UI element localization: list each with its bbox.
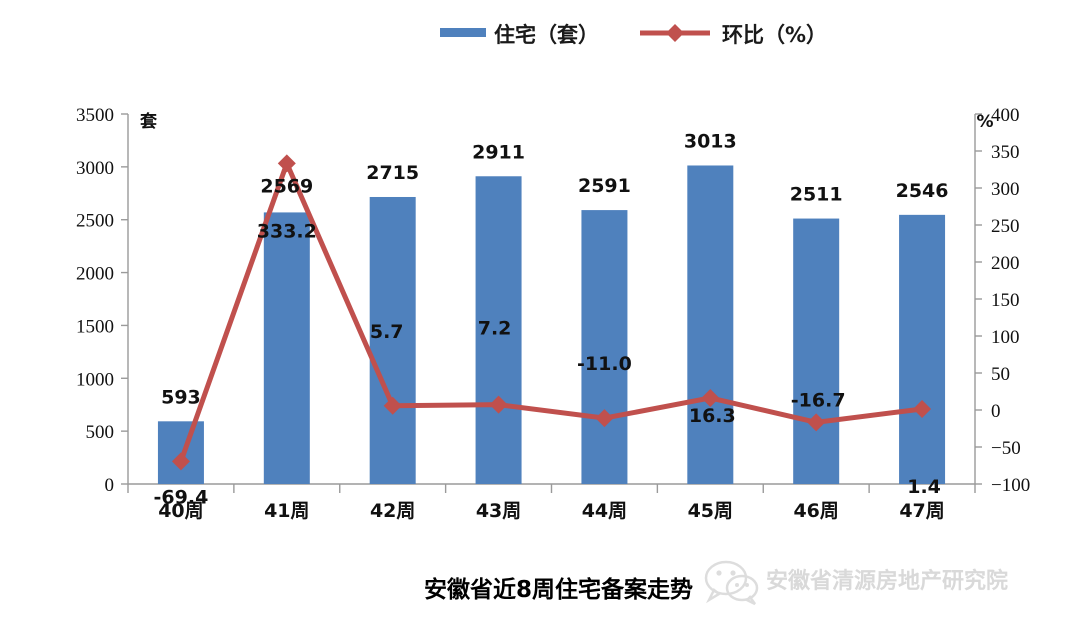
marker-42周 (383, 396, 402, 415)
bottom-axis-ticks (127, 484, 976, 493)
right-axis-ticks (975, 113, 982, 485)
left-tick-label: 0 (105, 475, 115, 496)
wechat-icon (704, 560, 759, 606)
category-label-46周: 46周 (793, 500, 838, 522)
right-tick-label: −50 (991, 438, 1021, 459)
category-axis-labels: 40周 41周 42周 43周 44周 45周 46周 47周 (158, 500, 945, 522)
marker-46周 (807, 413, 826, 432)
left-tick-label: 500 (86, 422, 115, 443)
category-label-41周: 41周 (264, 500, 309, 522)
bar-47周 (899, 214, 946, 484)
legend-label-housing: 住宅（套） (494, 23, 599, 47)
bar-42周 (369, 196, 416, 484)
category-label-43周: 43周 (476, 500, 521, 522)
bar-series-housing (157, 165, 946, 485)
mom-label-42周: 5.7 (370, 321, 404, 343)
right-tick-label: 50 (991, 364, 1010, 385)
legend-item-housing: 住宅（套） (440, 23, 599, 47)
bar-label-44周: 2591 (578, 175, 631, 197)
right-tick-label: 0 (991, 401, 1001, 422)
right-tick-label: 100 (991, 327, 1020, 348)
marker-40周 (171, 452, 190, 471)
chart-title: 安徽省近8周住宅备案走势 (424, 576, 693, 603)
right-axis-tick-labels: −100 −50 0 50 100 150 200 250 300 350 400 (991, 105, 1030, 496)
left-axis-tick-labels: 0 500 1000 1500 2000 2500 3000 3500 (76, 105, 114, 496)
line-data-labels: -69.4 333.2 5.7 7.2 -11.0 16.3 -16.7 1.4 (154, 220, 941, 508)
left-tick-label: 1000 (76, 369, 114, 390)
mom-label-44周: -11.0 (577, 353, 632, 375)
left-tick-label: 2000 (76, 264, 114, 285)
marker-43周 (489, 395, 508, 414)
mom-label-47周: 1.4 (907, 476, 941, 498)
bar-label-42周: 2715 (366, 162, 419, 184)
axis-left: 0 500 1000 1500 2000 2500 3000 3500 套 (76, 105, 158, 496)
left-tick-label: 3000 (76, 158, 114, 179)
bar-45周 (687, 165, 734, 485)
line-series-mom (171, 154, 932, 471)
right-tick-label: 150 (991, 290, 1020, 311)
left-tick-label: 2500 (76, 211, 114, 232)
bar-label-40周: 593 (161, 386, 201, 408)
marker-45周 (701, 388, 720, 407)
mom-line-path (178, 156, 923, 463)
marker-41周 (277, 154, 296, 173)
bar-43周 (475, 176, 522, 484)
category-label-47周: 47周 (899, 500, 944, 522)
legend-label-mom: 环比（%） (722, 23, 827, 47)
bar-label-43周: 2911 (472, 141, 525, 163)
marker-47周 (913, 399, 932, 418)
category-label-44周: 44周 (582, 500, 627, 522)
right-tick-label: 300 (991, 179, 1020, 200)
bar-data-labels: 593 2569 2715 2911 2591 3013 2511 2546 (161, 130, 948, 408)
bar-label-47周: 2546 (896, 180, 949, 202)
left-tick-label: 3500 (76, 105, 114, 126)
left-axis-ticks (121, 113, 128, 485)
mom-label-41周: 333.2 (257, 220, 317, 242)
watermark-label: 安徽省清源房地产研究院 (766, 568, 1008, 594)
left-axis-unit-label: 套 (139, 111, 158, 132)
bar-41周 (263, 212, 310, 485)
bar-44周 (581, 210, 628, 484)
axis-right: −100 −50 0 50 100 150 200 250 300 350 400 % (974, 105, 1030, 496)
bar-label-41周: 2569 (260, 175, 313, 197)
left-tick-label: 1500 (76, 316, 114, 337)
mom-label-40周: -69.4 (154, 486, 209, 508)
right-tick-label: 250 (991, 216, 1020, 237)
watermark: 安徽省清源房地产研究院 (704, 560, 1008, 606)
mom-label-45周: 16.3 (689, 405, 736, 427)
category-label-40周: 40周 (158, 500, 203, 522)
legend-bar-swatch-icon (440, 28, 486, 37)
right-axis-unit-label: % (976, 112, 993, 132)
mom-label-43周: 7.2 (478, 318, 512, 340)
right-tick-label: 400 (991, 105, 1020, 126)
right-tick-label: −100 (991, 475, 1030, 496)
category-label-45周: 45周 (688, 500, 733, 522)
chart-legend: 住宅（套） 环比（%） (440, 23, 827, 47)
mom-label-46周: -16.7 (791, 389, 846, 411)
bar-label-45周: 3013 (684, 130, 737, 152)
marker-44周 (595, 409, 614, 428)
right-tick-label: 350 (991, 142, 1020, 163)
legend-diamond-marker-icon (666, 24, 684, 42)
right-tick-label: 200 (991, 253, 1020, 274)
bar-label-46周: 2511 (790, 184, 843, 206)
legend-item-mom: 环比（%） (640, 23, 827, 47)
bar-46周 (793, 218, 840, 484)
category-label-42周: 42周 (370, 500, 415, 522)
